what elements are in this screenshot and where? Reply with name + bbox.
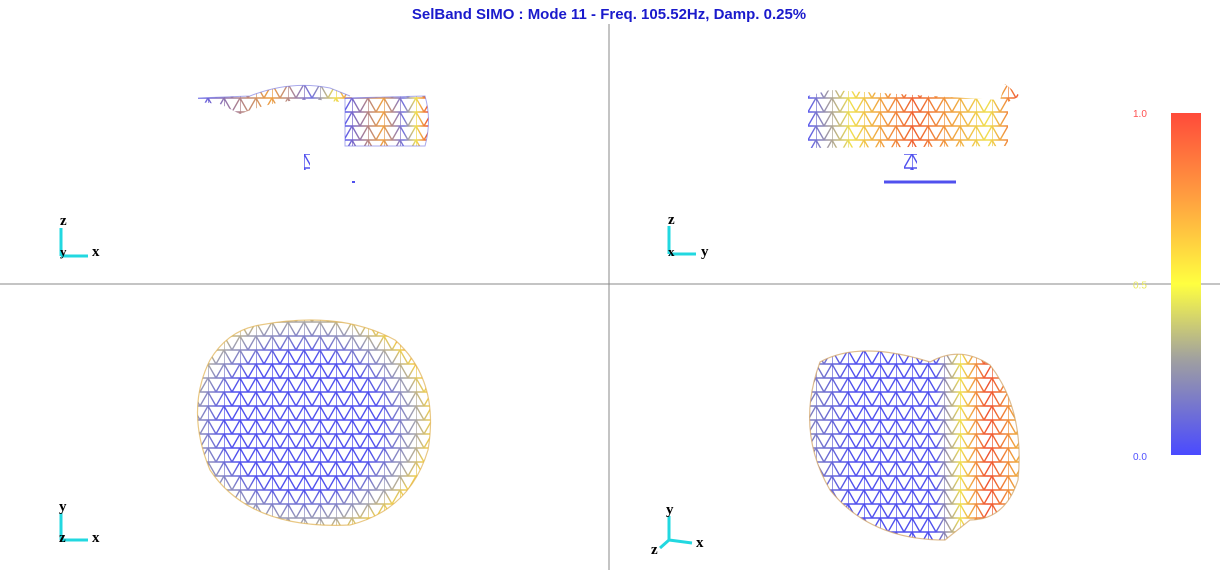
axis-label: x <box>696 535 704 551</box>
mesh-edge <box>197 319 432 526</box>
mesh-edge <box>197 84 429 147</box>
axis-triad: z y x <box>59 213 100 260</box>
axis-label: x <box>668 244 675 259</box>
colorbar-ticks: 1.0 0.5 0.0 <box>1133 109 1147 463</box>
axis-triad: y z x <box>651 502 704 558</box>
axis-label: y <box>666 502 674 518</box>
colorbar-tick-label: 0.5 <box>1133 281 1147 292</box>
mesh <box>197 320 431 526</box>
axis-label: y <box>701 244 709 260</box>
title: SelBand SIMO : Mode 11 - Freq. 105.52Hz,… <box>412 6 806 23</box>
mesh <box>808 84 1020 170</box>
mesh <box>352 181 355 183</box>
colorbar-tick-label: 0.0 <box>1133 452 1147 463</box>
mesh-edge <box>808 350 1020 541</box>
axis-triad: z x y <box>667 212 709 260</box>
axis-label: z <box>668 212 675 228</box>
axis-label: y <box>60 244 67 259</box>
axis-label: z <box>59 530 66 546</box>
axis-label: x <box>92 244 100 260</box>
axis-label: y <box>59 499 67 515</box>
axis-triad: y z x <box>59 499 100 546</box>
axis-label: x <box>92 530 100 546</box>
colorbar <box>1171 113 1201 455</box>
axis-label: z <box>60 213 67 229</box>
colorbar-tick-label: 1.0 <box>1133 109 1147 120</box>
mesh <box>809 351 1020 540</box>
axis-label: z <box>651 542 658 558</box>
mesh <box>198 85 429 170</box>
